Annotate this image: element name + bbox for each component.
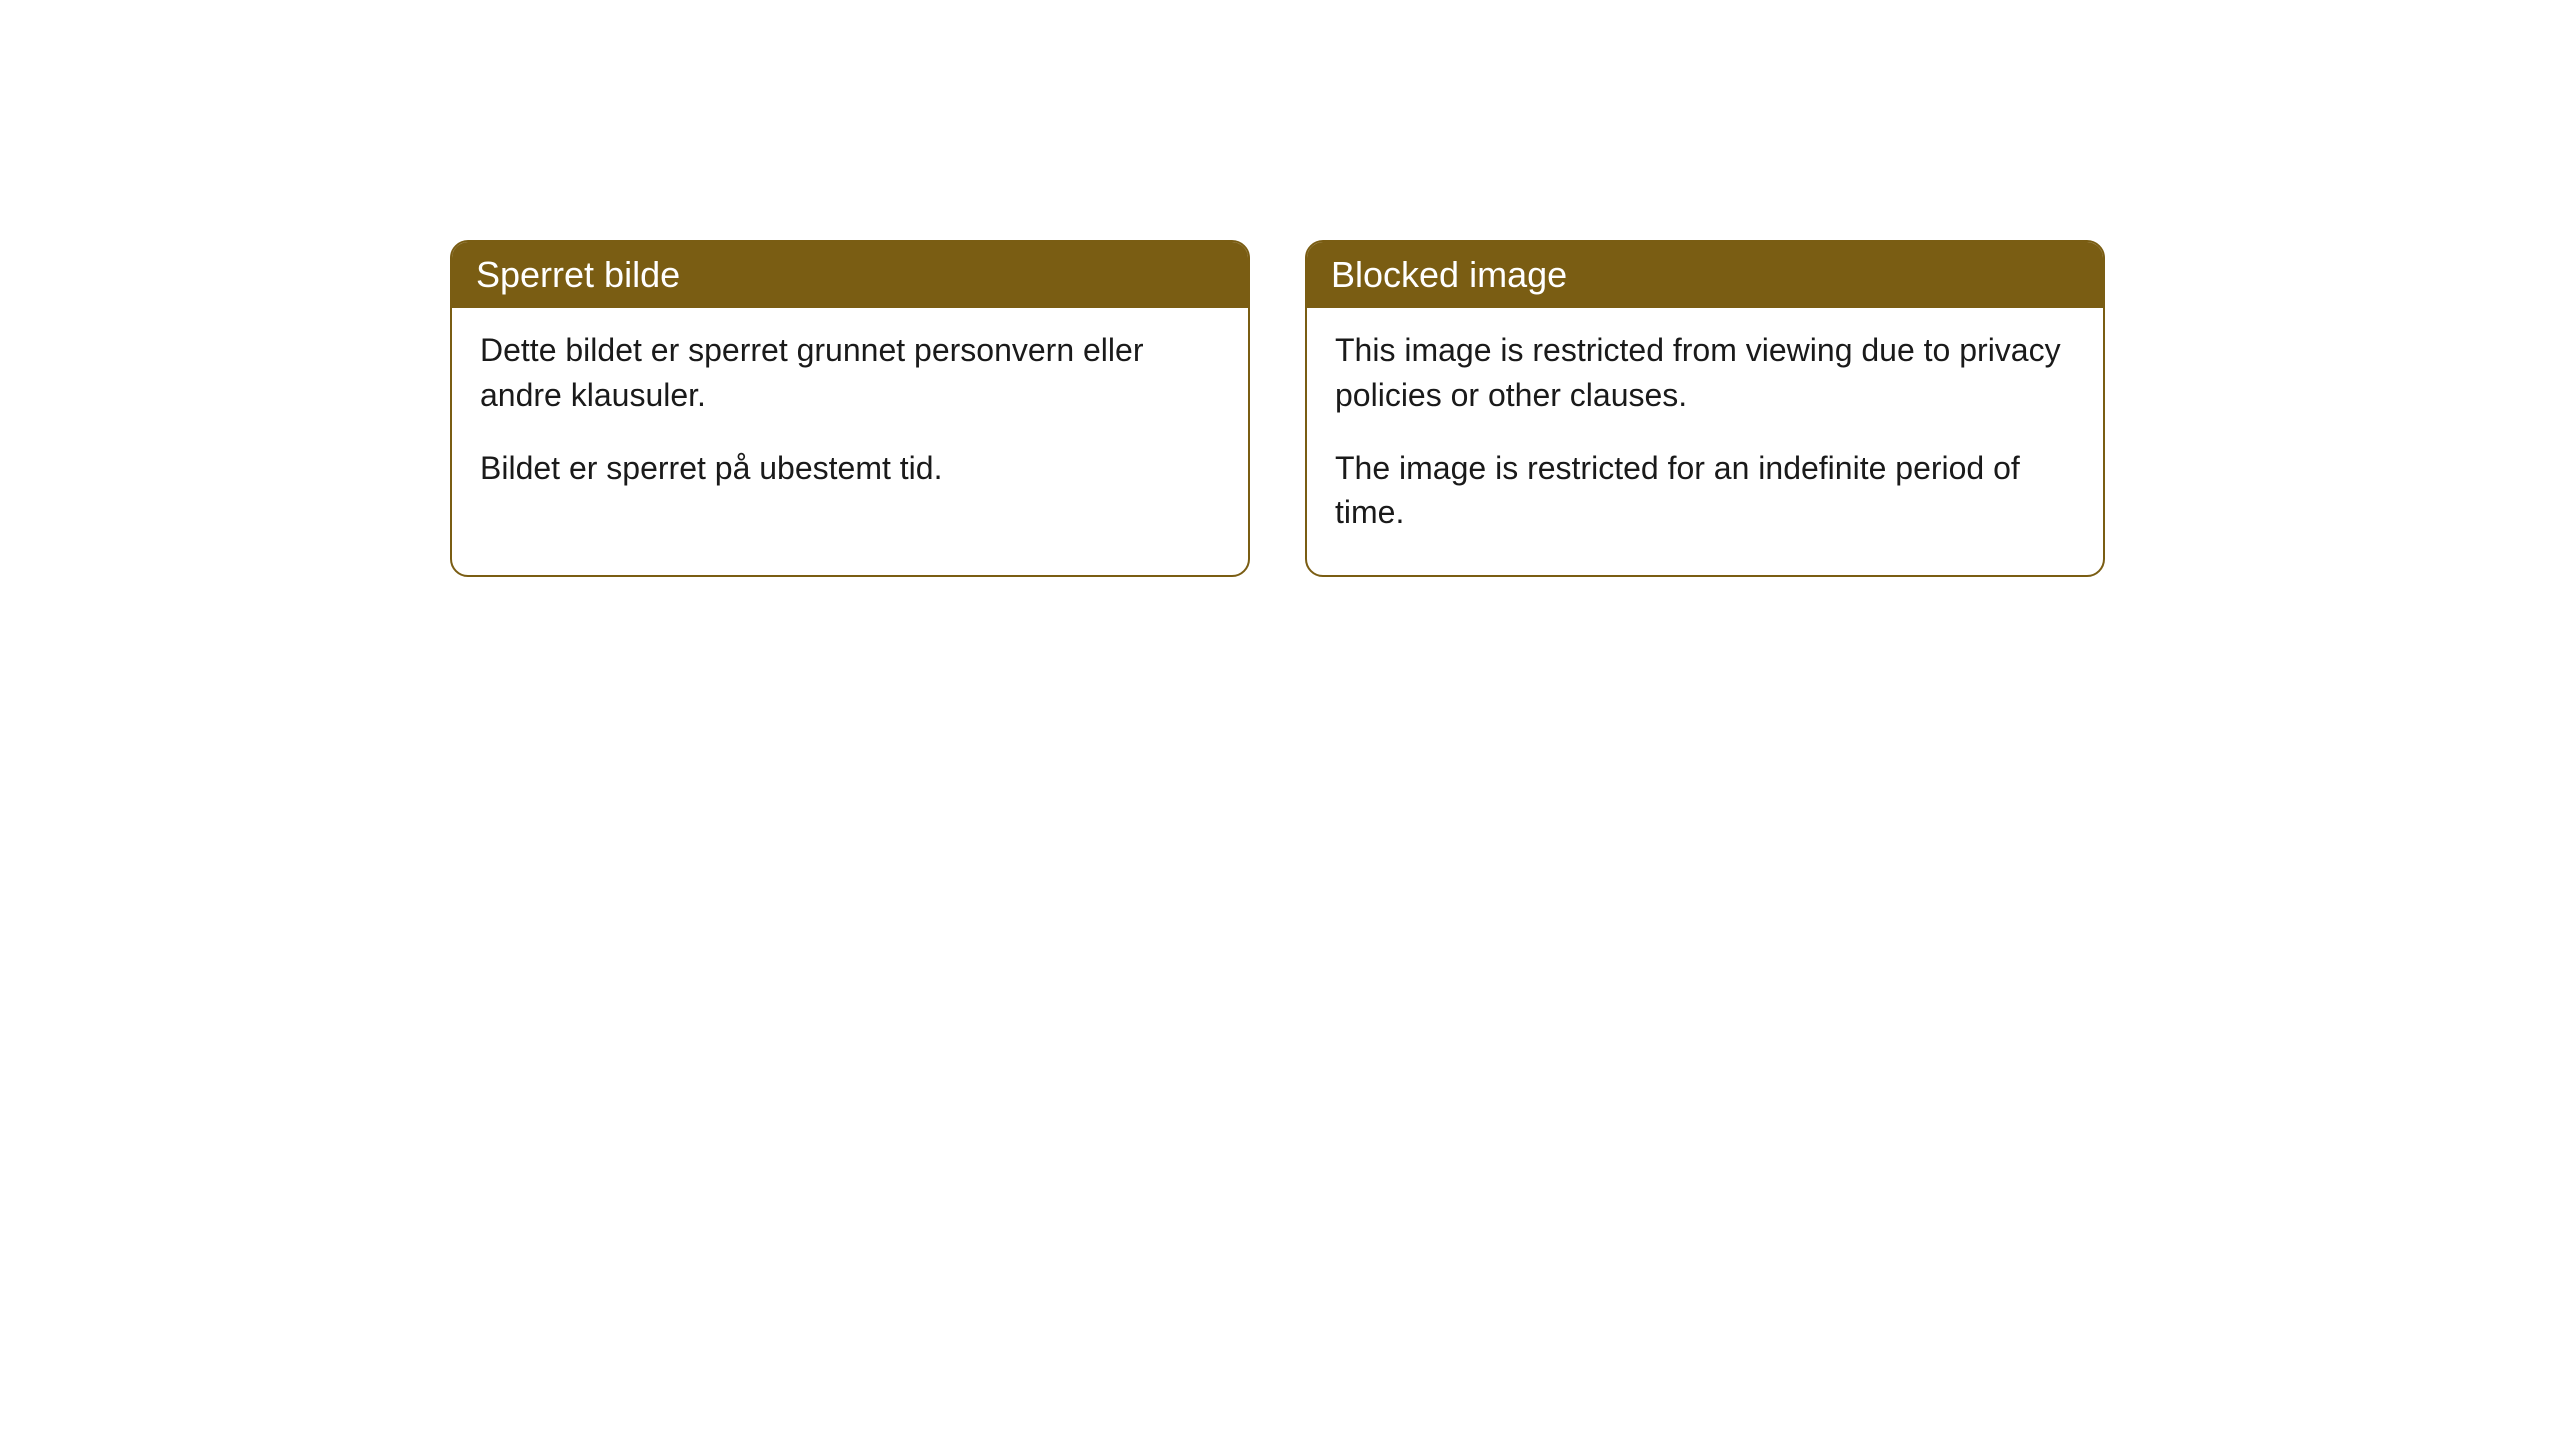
card-paragraph-1: Dette bildet er sperret grunnet personve… [480, 328, 1220, 418]
card-body-english: This image is restricted from viewing du… [1307, 308, 2103, 575]
card-paragraph-1: This image is restricted from viewing du… [1335, 328, 2075, 418]
card-paragraph-2: The image is restricted for an indefinit… [1335, 446, 2075, 536]
notice-cards-container: Sperret bilde Dette bildet er sperret gr… [0, 0, 2560, 577]
card-header-english: Blocked image [1307, 242, 2103, 308]
card-paragraph-2: Bildet er sperret på ubestemt tid. [480, 446, 1220, 491]
card-header-norwegian: Sperret bilde [452, 242, 1248, 308]
blocked-image-card-english: Blocked image This image is restricted f… [1305, 240, 2105, 577]
blocked-image-card-norwegian: Sperret bilde Dette bildet er sperret gr… [450, 240, 1250, 577]
card-body-norwegian: Dette bildet er sperret grunnet personve… [452, 308, 1248, 530]
